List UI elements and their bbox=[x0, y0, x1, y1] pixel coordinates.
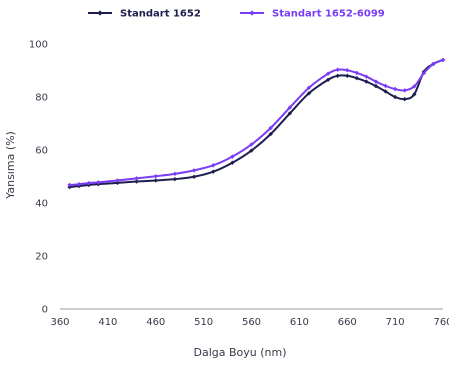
x-tick-label: 660 bbox=[338, 317, 357, 328]
data-point bbox=[325, 77, 331, 82]
y-tick-label: 0 bbox=[42, 305, 48, 316]
data-point bbox=[383, 89, 388, 94]
legend-item: Standart 1652-6099 bbox=[240, 9, 385, 20]
legend: Standart 1652 Standart 1652-6099 bbox=[88, 9, 385, 20]
series-line bbox=[69, 58, 444, 186]
data-point bbox=[76, 181, 82, 187]
data-point bbox=[345, 68, 350, 73]
legend-swatch-marker bbox=[249, 10, 255, 16]
data-point bbox=[115, 180, 120, 186]
data-point bbox=[211, 169, 216, 174]
data-point bbox=[172, 171, 178, 177]
data-point bbox=[402, 96, 407, 102]
legend-item: Standart 1652 bbox=[88, 9, 201, 20]
data-point bbox=[421, 70, 427, 76]
data-point bbox=[134, 176, 139, 181]
data-point bbox=[373, 83, 379, 89]
data-point bbox=[373, 79, 379, 84]
data-point bbox=[153, 174, 158, 179]
series-2 bbox=[67, 57, 446, 188]
y-tick-label: 60 bbox=[35, 146, 48, 157]
data-point bbox=[230, 160, 235, 165]
data-point bbox=[249, 148, 254, 153]
y-tick-label: 40 bbox=[35, 199, 48, 210]
legend-label: Standart 1652 bbox=[120, 9, 201, 20]
series-1 bbox=[67, 57, 446, 190]
y-tick-label: 20 bbox=[35, 252, 48, 263]
x-tick-label: 610 bbox=[290, 317, 309, 328]
data-point bbox=[383, 83, 388, 89]
x-tick-label: 360 bbox=[50, 317, 69, 328]
data-point bbox=[345, 73, 350, 78]
x-tick-label: 460 bbox=[146, 317, 165, 328]
data-point bbox=[287, 111, 292, 116]
x-tick-label: 710 bbox=[386, 317, 405, 328]
data-point bbox=[86, 180, 91, 186]
y-axis-title: Yansıma (%) bbox=[4, 131, 17, 200]
data-point bbox=[325, 71, 331, 76]
data-point bbox=[440, 57, 446, 63]
data-point bbox=[211, 163, 216, 168]
x-tick-label: 510 bbox=[194, 317, 213, 328]
data-point bbox=[412, 92, 417, 97]
x-tick-label: 560 bbox=[242, 317, 261, 328]
data-point bbox=[306, 91, 312, 96]
y-tick-label: 80 bbox=[35, 93, 48, 104]
series-line bbox=[69, 58, 444, 189]
data-point bbox=[230, 154, 235, 159]
data-point bbox=[153, 178, 158, 183]
data-point bbox=[172, 176, 178, 182]
data-point bbox=[364, 74, 369, 79]
x-axis-title: Dalga Boyu (nm) bbox=[193, 346, 286, 359]
data-point bbox=[412, 84, 417, 89]
data-point bbox=[191, 168, 197, 173]
data-point bbox=[354, 70, 360, 76]
data-point bbox=[268, 125, 273, 131]
data-point bbox=[134, 179, 139, 184]
series-layer bbox=[67, 57, 446, 190]
data-point bbox=[306, 85, 312, 90]
x-tick-label: 410 bbox=[98, 317, 117, 328]
data-point bbox=[287, 105, 292, 110]
data-point bbox=[392, 86, 398, 92]
data-point bbox=[249, 142, 254, 147]
data-point bbox=[354, 75, 360, 81]
data-point bbox=[364, 79, 369, 84]
data-point bbox=[191, 174, 197, 179]
legend-label: Standart 1652-6099 bbox=[272, 9, 385, 20]
legend-swatch-marker bbox=[97, 10, 103, 16]
data-point bbox=[392, 94, 398, 100]
data-point bbox=[431, 61, 436, 67]
data-point bbox=[402, 88, 407, 93]
data-point bbox=[96, 180, 101, 185]
data-point bbox=[335, 67, 340, 72]
y-tick-label: 100 bbox=[29, 40, 48, 51]
data-point bbox=[115, 178, 120, 183]
x-tick-label: 760 bbox=[433, 317, 449, 328]
axes: 360 410 460 510 560 610 660 710 760 0 20 40 60 80 100 bbox=[29, 40, 449, 329]
data-point bbox=[335, 73, 340, 78]
data-point bbox=[268, 131, 273, 137]
data-point bbox=[67, 182, 72, 188]
